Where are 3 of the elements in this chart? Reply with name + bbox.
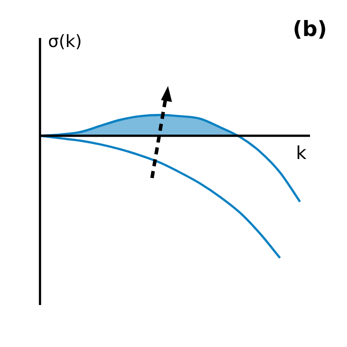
y-axis-title: σ(k) — [48, 32, 82, 52]
x-axis-title: k — [296, 143, 306, 164]
chart-title: (b) — [292, 17, 327, 41]
